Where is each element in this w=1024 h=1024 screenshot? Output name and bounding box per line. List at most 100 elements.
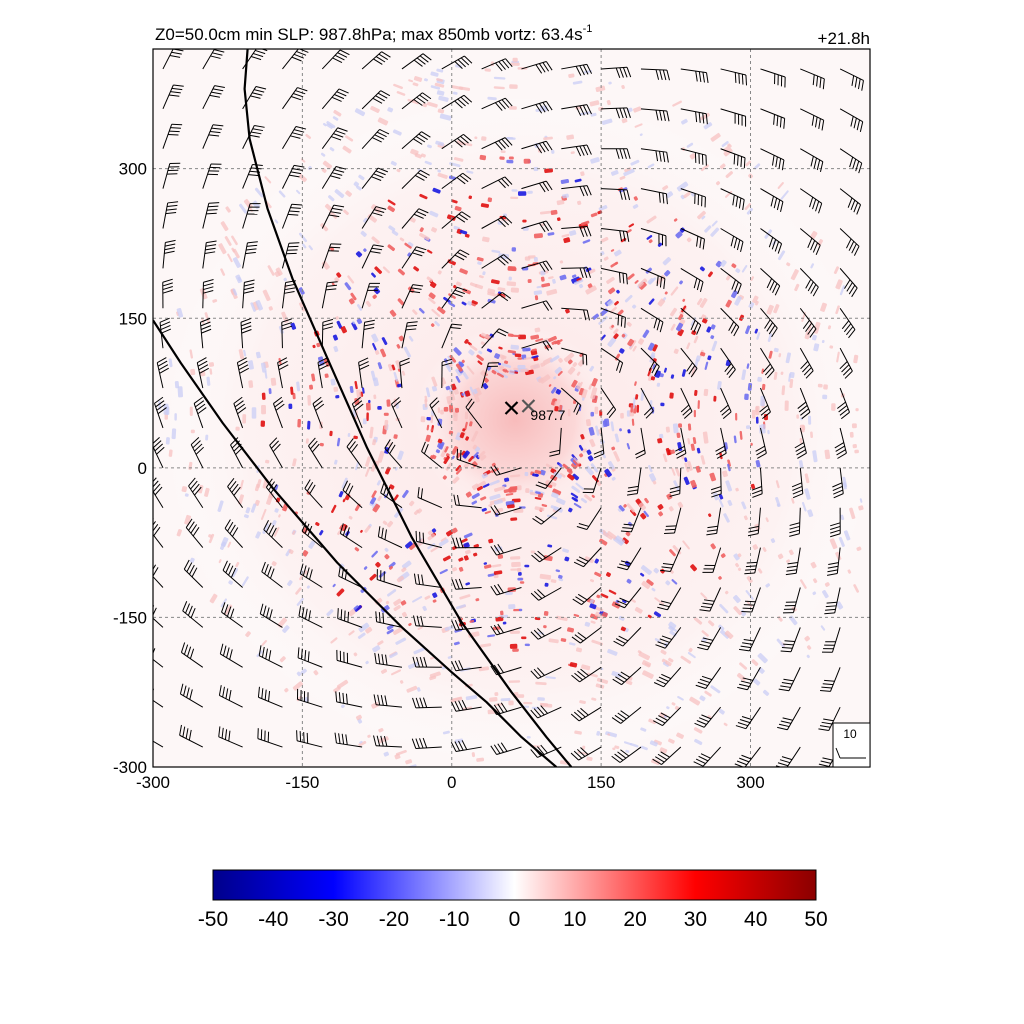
wind-barb (635, 427, 646, 459)
vorticity-cell (250, 503, 257, 513)
barb-feather (538, 262, 546, 273)
barb-feather (848, 329, 856, 339)
wind-barb (202, 49, 227, 70)
wind-barb (196, 357, 209, 389)
vorticity-cell (372, 503, 381, 513)
barb-feather (296, 50, 307, 56)
barb-feather (851, 243, 857, 254)
wind-barb (601, 188, 631, 201)
barb-feather (419, 738, 424, 749)
vorticity-cell (255, 299, 263, 311)
vorticity-cell (707, 620, 715, 627)
vorticity-cell (718, 576, 722, 580)
vorticity-cell (700, 351, 706, 357)
barb-feather (465, 398, 473, 408)
barb-staff (702, 746, 721, 767)
vorticity-cell (260, 420, 266, 427)
barb-feather (574, 634, 584, 642)
barb-feather (734, 72, 737, 83)
vorticity-cell (430, 323, 435, 327)
vorticity-cell (438, 538, 449, 547)
vorticity-cell (464, 233, 470, 238)
barb-feather (499, 294, 509, 302)
barb-staff (401, 246, 417, 269)
colorbar-tick-label: 10 (563, 908, 586, 931)
vorticity-cell (464, 421, 468, 431)
vorticity-cell (458, 557, 464, 562)
barb-feather (741, 716, 753, 721)
vorticity-cell (254, 483, 260, 492)
vorticity-cell (359, 740, 363, 744)
barb-feather (622, 67, 628, 78)
barb-feather (542, 261, 550, 271)
barb-feather (290, 171, 302, 175)
barb-feather (381, 527, 384, 539)
vorticity-cell (746, 363, 750, 369)
barb-feather (697, 646, 708, 651)
barb-feather (533, 708, 542, 717)
vorticity-cell (566, 134, 575, 140)
vorticity-cell (518, 608, 523, 612)
vorticity-cell (681, 369, 687, 377)
wind-barb (202, 240, 217, 269)
barb-feather (337, 127, 348, 132)
wind-barb (413, 573, 442, 588)
barb-feather (297, 647, 300, 658)
wind-barb (751, 467, 763, 498)
barb-feather (733, 153, 736, 165)
wind-barb (321, 127, 348, 150)
vorticity-cell (471, 492, 480, 499)
barb-staff (441, 55, 465, 70)
barb-feather (620, 316, 623, 327)
vorticity-cell (360, 529, 363, 533)
wind-barb (153, 518, 164, 548)
vorticity-cell (673, 480, 681, 492)
barb-feather (817, 766, 818, 767)
barb-staff (401, 322, 408, 349)
barb-feather (735, 725, 747, 730)
barb-staff (521, 340, 547, 349)
vorticity-cell (741, 501, 747, 510)
wind-barb (530, 705, 562, 719)
barb-feather (454, 289, 465, 295)
barb-staff (455, 504, 482, 509)
vorticity-cell (174, 381, 180, 389)
wind-barb (617, 547, 642, 571)
barb-feather (493, 584, 501, 595)
barb-staff (441, 249, 461, 269)
barb-feather (666, 69, 670, 81)
wind-barb (760, 68, 786, 88)
barb-feather (530, 709, 538, 719)
wind-barb (799, 307, 817, 338)
vorticity-cell (517, 191, 527, 196)
barb-feather (792, 493, 804, 499)
vorticity-cell (460, 538, 468, 544)
vorticity-cell (334, 276, 340, 283)
vorticity-cell (606, 100, 611, 106)
wind-barb (834, 427, 847, 459)
vorticity-cell (299, 301, 306, 312)
barb-feather (627, 485, 639, 489)
vorticity-cell (657, 298, 666, 307)
vorticity-cell (341, 704, 345, 709)
wind-barb (221, 602, 243, 628)
barb-staff (321, 282, 328, 309)
barb-feather (391, 396, 400, 405)
barb-feather (153, 521, 156, 526)
vorticity-cell (757, 653, 768, 664)
vorticity-cell (662, 453, 668, 463)
vorticity-cell (745, 325, 751, 335)
vorticity-cell (274, 270, 281, 277)
barb-feather (156, 357, 167, 364)
vorticity-cell (459, 229, 468, 235)
barb-feather (454, 100, 463, 109)
barb-feather (380, 695, 384, 706)
barb-feather (504, 137, 513, 146)
vorticity-cell (429, 281, 437, 288)
barb-feather (500, 742, 508, 752)
barb-feather (250, 95, 261, 99)
vorticity-cell (812, 334, 817, 341)
barb-feather (205, 247, 216, 251)
barb-staff (401, 284, 414, 309)
vorticity-cell (662, 257, 672, 266)
